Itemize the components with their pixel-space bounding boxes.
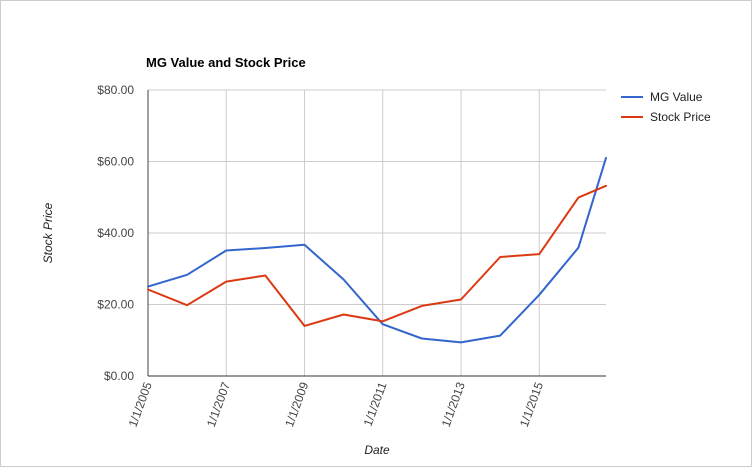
legend: MG Value Stock Price bbox=[621, 90, 711, 124]
y-axis-title: Stock Price bbox=[41, 202, 55, 263]
axes: $0.00 $20.00 $40.00 $60.00 $80.00 1/1/2005 1/1… bbox=[97, 83, 606, 429]
series-line-mg-value bbox=[147, 156, 607, 344]
x-tick-label: 1/1/2015 bbox=[517, 380, 546, 429]
y-tick-label: $40.00 bbox=[97, 226, 134, 240]
series-line-stock-price bbox=[147, 184, 607, 327]
y-tick-label: $0.00 bbox=[104, 369, 134, 383]
legend-label: Stock Price bbox=[650, 110, 711, 124]
x-axis-title: Date bbox=[364, 443, 390, 457]
y-tick-label: $60.00 bbox=[97, 155, 134, 169]
x-tick-label: 1/1/2007 bbox=[204, 380, 233, 429]
y-tick-label: $80.00 bbox=[97, 83, 134, 97]
x-tick-label: 1/1/2011 bbox=[361, 380, 390, 428]
x-tick-label: 1/1/2005 bbox=[126, 380, 155, 429]
gridlines bbox=[147, 89, 606, 376]
chart-title: MG Value and Stock Price bbox=[146, 55, 306, 70]
x-tick-label: 1/1/2009 bbox=[282, 380, 311, 429]
series-lines bbox=[147, 156, 607, 344]
x-tick-label: 1/1/2013 bbox=[439, 380, 468, 429]
legend-label: MG Value bbox=[650, 90, 703, 104]
y-tick-label: $20.00 bbox=[97, 298, 134, 312]
